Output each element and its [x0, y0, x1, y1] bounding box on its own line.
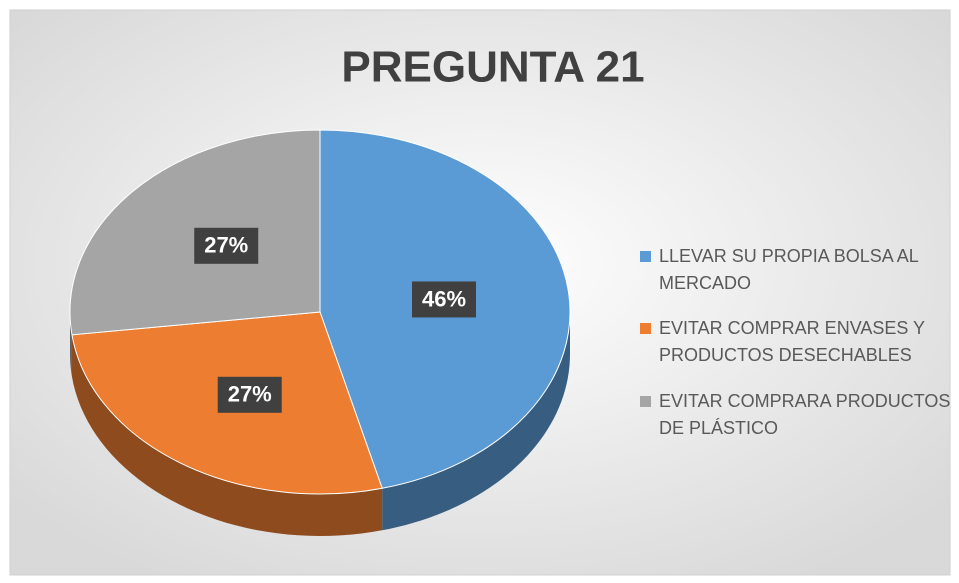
- data-label-box: [217, 376, 282, 413]
- legend-swatch: [640, 323, 651, 334]
- data-label: 27%: [204, 233, 248, 258]
- legend-entry: EVITAR COMPRARA PRODUCTOS DE PLÁSTICO: [640, 388, 955, 442]
- legend-swatch: [640, 251, 651, 262]
- pie-side: [71, 334, 383, 536]
- legend-label: LLEVAR SU PROPIA BOLSA AL MERCADO: [659, 246, 919, 293]
- legend-entry: EVITAR COMPRAR ENVASES Y PRODUCTOS DESEC…: [640, 315, 955, 369]
- data-label-box: [194, 227, 259, 264]
- legend-swatch: [640, 396, 651, 407]
- legend-label: EVITAR COMPRARA PRODUCTOS DE PLÁSTICO: [659, 391, 951, 438]
- data-label-box: [412, 281, 477, 318]
- data-label: 46%: [422, 286, 466, 311]
- pie-side: [382, 312, 570, 531]
- legend-entry: LLEVAR SU PROPIA BOLSA AL MERCADO: [640, 243, 955, 297]
- data-label: 27%: [228, 382, 272, 407]
- pie: 46% 27% 27%: [69, 129, 571, 536]
- chart-title: PREGUNTA 21: [341, 43, 644, 92]
- legend-label: EVITAR COMPRAR ENVASES Y PRODUCTOS DESEC…: [659, 318, 925, 365]
